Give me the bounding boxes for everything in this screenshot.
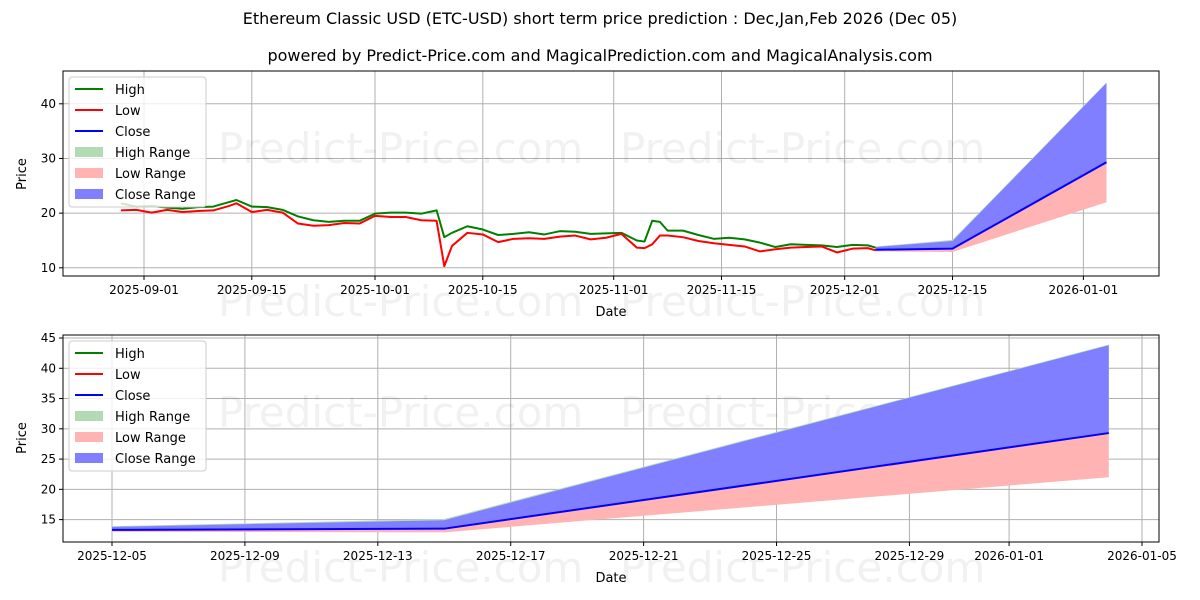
y-tick-label: 35 [41,392,56,406]
bottom-y-axis-label: Price [15,422,30,454]
y-tick-label: 15 [41,513,56,527]
x-tick-label: 2025-11-15 [687,283,757,297]
chart-title: Ethereum Classic USD (ETC-USD) short ter… [242,9,958,28]
bottom-x-axis-label: Date [595,571,626,586]
y-tick-label: 40 [41,97,56,111]
watermark-text: Predict-Price.com [218,124,583,173]
y-tick-label: 30 [41,422,56,436]
legend-label: Close Range [115,188,196,203]
y-tick-label: 30 [41,151,56,165]
x-tick-label: 2026-01-05 [1107,549,1177,563]
x-tick-label: 2025-12-13 [343,549,413,563]
x-tick-label: 2025-12-05 [77,549,147,563]
y-tick-label: 10 [41,261,56,275]
legend-label: Low Range [115,431,186,446]
top-legend: High Low Close High Range Low Range Close Ran… [68,76,207,208]
legend-label: High Range [115,146,190,161]
x-tick-label: 2026-01-01 [974,549,1044,563]
x-tick-label: 2026-01-01 [1049,283,1119,297]
x-tick-label: 2025-10-01 [340,283,410,297]
high-line [120,199,876,249]
x-tick-label: 2025-09-15 [217,283,287,297]
legend-label: Low [115,104,141,119]
x-tick-label: 2025-12-25 [742,549,812,563]
legend-label: Close [115,389,150,404]
bottom-plot-frame [62,334,1160,543]
y-tick-label: 40 [41,361,56,375]
legend-label: High Range [115,410,190,425]
top-plot-frame [62,70,1160,277]
y-tick-label: 20 [41,206,56,220]
legend-label: Low Range [115,167,186,182]
bottom-price-lines [111,432,1109,531]
y-tick-label: 45 [41,331,56,345]
y-tick-label: 25 [41,452,56,466]
watermark-text: Predict-Price.com [620,124,985,173]
top-watermark: Predict-Price.com Predict-Price.com Predic… [218,124,985,326]
x-tick-label: 2025-12-09 [210,549,280,563]
close-line [875,161,1107,251]
legend-label: High [115,83,145,98]
legend-low-range-swatch [75,432,103,442]
bottom-range-fills [112,344,1109,533]
close-range-band [112,345,1109,530]
x-tick-label: 2025-09-01 [109,283,179,297]
watermark-text: Predict-Price.com [218,388,583,437]
legend-close-range-swatch [75,453,103,463]
legend-box [68,76,207,208]
low-line [120,202,876,268]
top-y-axis-label: Price [15,158,30,190]
bottom-axis-ticks: 15 20 25 30 35 40 45 2025-12-05 2025-12-09 2025-1… [41,331,1177,563]
legend-close-range-swatch [75,189,103,199]
top-x-axis-label: Date [595,305,626,320]
low-range-band [875,162,1107,252]
legend-label: Close Range [115,452,196,467]
legend-label: Close [115,125,150,140]
bottom-chart: Predict-Price.com Predict-Price.com Predic… [15,331,1177,592]
x-tick-label: 2025-12-01 [810,283,880,297]
watermark-text: Predict-Price.com [218,543,583,592]
x-tick-label: 2025-12-21 [609,549,679,563]
top-grid [63,71,1159,276]
top-price-lines [120,161,1107,268]
watermark-text: Predict-Price.com [218,277,583,326]
x-tick-label: 2025-11-01 [579,283,649,297]
legend-box [68,340,207,472]
bottom-legend: High Low Close High Range Low Range Close Ran… [68,340,207,472]
close-range-band [875,83,1107,250]
legend-label: High [115,347,145,362]
legend-label: Low [115,368,141,383]
x-tick-label: 2025-12-29 [875,549,945,563]
legend-high-range-swatch [75,411,103,421]
watermark-text: Predict-Price.com [620,543,985,592]
top-chart: Predict-Price.com Predict-Price.com Predic… [15,70,1160,326]
y-tick-label: 20 [41,482,56,496]
low-range-band [112,433,1109,533]
watermark-text: Predict-Price.com [620,277,985,326]
legend-low-range-swatch [75,168,103,178]
top-axis-ticks: 10 20 30 40 2025-09-01 2025-09-15 2025-10-01 20… [41,97,1119,297]
legend-high-range-swatch [75,147,103,157]
chart-subtitle: powered by Predict-Price.com and Magical… [267,46,933,65]
x-tick-label: 2025-10-15 [448,283,518,297]
top-range-fills [875,82,1107,252]
close-line [111,432,1109,531]
x-tick-label: 2025-12-15 [918,283,988,297]
x-tick-label: 2025-12-17 [476,549,546,563]
